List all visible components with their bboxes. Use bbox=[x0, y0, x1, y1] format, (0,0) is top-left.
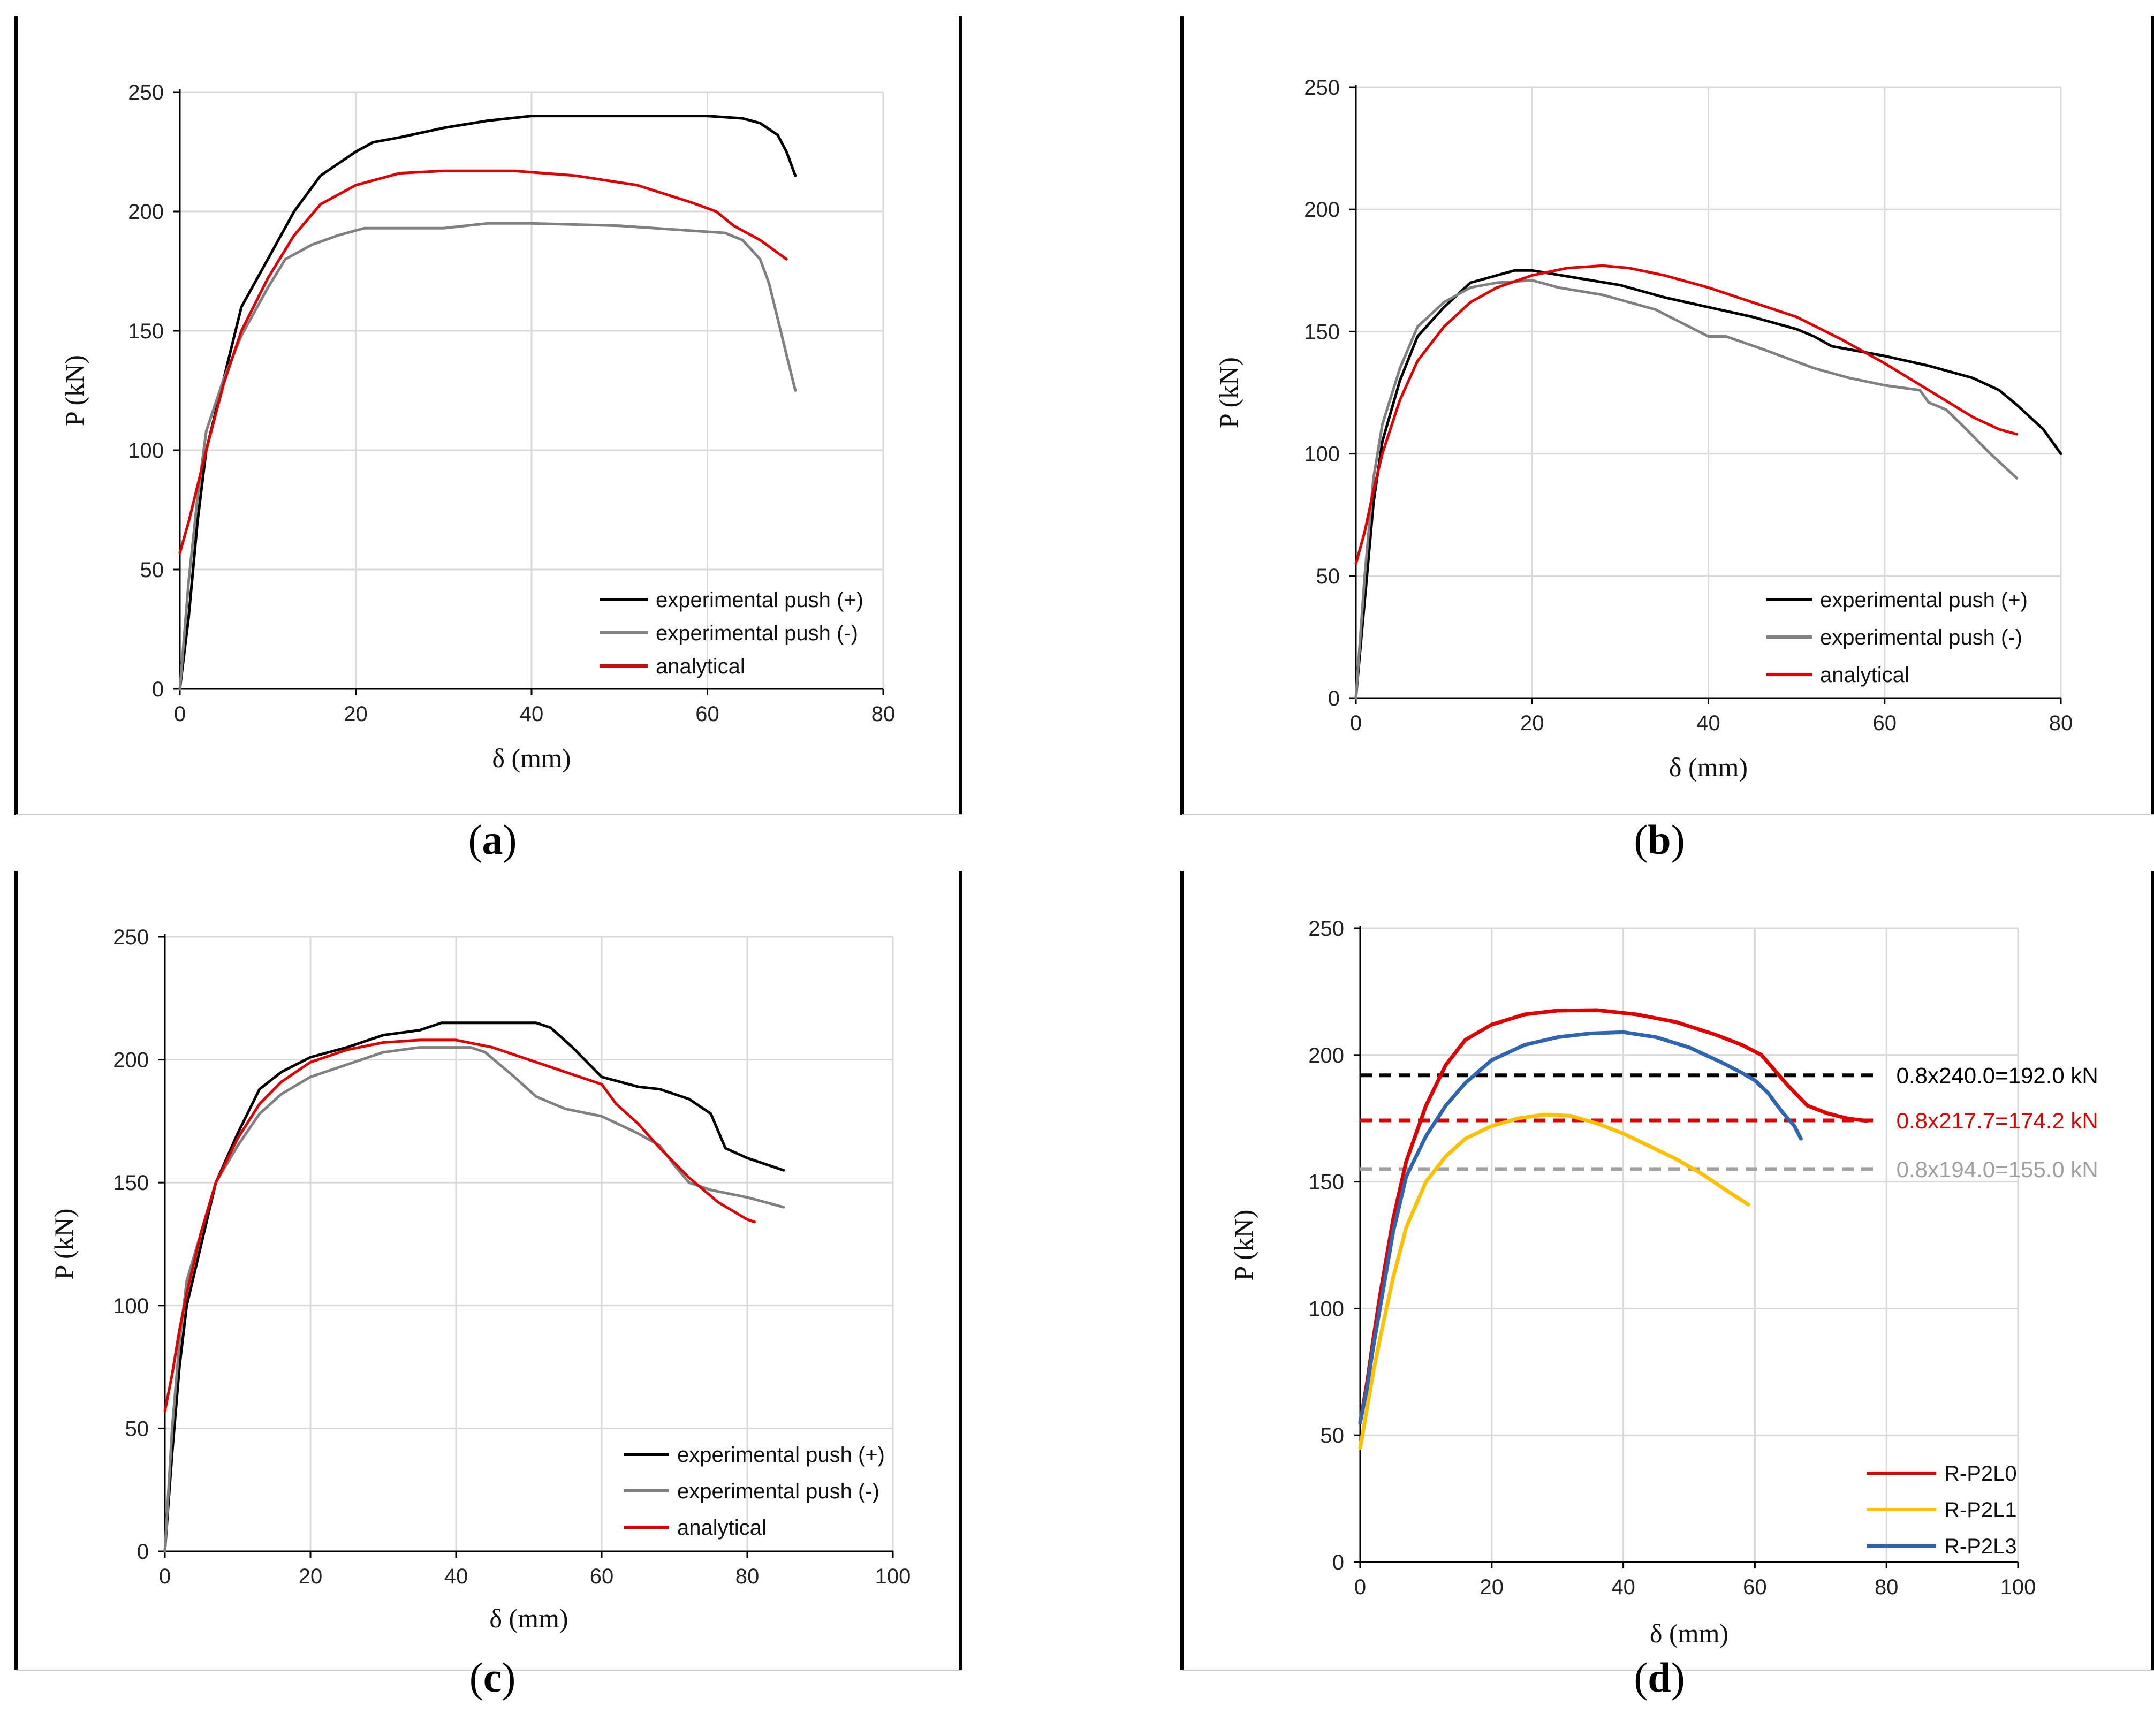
x-tick-label: 80 bbox=[735, 1565, 760, 1588]
legend-entry: experimental push (+) bbox=[656, 588, 863, 612]
series-line bbox=[163, 1038, 756, 1413]
x-tick-label: 60 bbox=[590, 1565, 614, 1588]
legend-entry: R-P2L3 bbox=[1944, 1535, 2017, 1558]
x-tick-label: 40 bbox=[1611, 1575, 1635, 1599]
series-line bbox=[178, 222, 797, 691]
x-tick-label: 60 bbox=[1873, 711, 1897, 735]
y-tick-label: 200 bbox=[1308, 1044, 1344, 1067]
legend-entry: experimental push (-) bbox=[677, 1480, 879, 1503]
y-tick-label: 150 bbox=[1304, 320, 1340, 344]
y-tick-label: 50 bbox=[125, 1417, 149, 1441]
y-tick-label: 0 bbox=[1328, 687, 1340, 710]
series-line bbox=[1358, 1030, 1803, 1424]
y-tick-label: 0 bbox=[137, 1540, 149, 1564]
legend-entry: experimental push (+) bbox=[677, 1443, 885, 1467]
panel-label: (d) bbox=[1634, 1654, 1685, 1701]
legend-entry: R-P2L0 bbox=[1944, 1462, 2017, 1485]
reference-line-label: 0.8x240.0=192.0 kN bbox=[1897, 1063, 2098, 1088]
x-tick-label: 40 bbox=[520, 702, 544, 726]
x-tick-label: 100 bbox=[875, 1565, 911, 1588]
y-tick-label: 100 bbox=[113, 1294, 149, 1318]
legend-entry: experimental push (+) bbox=[1820, 588, 2028, 612]
y-tick-label: 200 bbox=[113, 1049, 149, 1072]
legend-entry: analytical bbox=[1820, 663, 1909, 687]
y-tick-label: 250 bbox=[1308, 917, 1344, 941]
x-tick-label: 60 bbox=[695, 702, 719, 726]
chart-d: 0 20 40 60 80 100 0 50 100 150 200 250 δ (mm) P (kN) 0… bbox=[1180, 871, 2154, 1701]
legend-entry: R-P2L1 bbox=[1944, 1498, 2017, 1522]
x-tick-label: 100 bbox=[2000, 1575, 2036, 1599]
reference-line-label: 0.8x194.0=155.0 kN bbox=[1897, 1157, 2098, 1182]
x-tick-label: 80 bbox=[1875, 1575, 1899, 1599]
y-tick-label: 50 bbox=[1316, 565, 1340, 588]
series-line bbox=[1354, 269, 2062, 700]
x-tick-label: 20 bbox=[1480, 1575, 1504, 1599]
series-line bbox=[1358, 1008, 1869, 1424]
y-tick-label: 150 bbox=[1308, 1171, 1344, 1194]
y-tick-label: 50 bbox=[1321, 1424, 1345, 1447]
reference-line-label: 0.8x217.7=174.2 kN bbox=[1897, 1108, 2098, 1133]
x-axis-label: δ (mm) bbox=[489, 1603, 568, 1633]
x-tick-label: 20 bbox=[344, 702, 368, 726]
series-line bbox=[163, 1021, 785, 1553]
x-axis-label: δ (mm) bbox=[1669, 752, 1748, 782]
y-tick-label: 150 bbox=[128, 320, 164, 343]
x-tick-label: 40 bbox=[1696, 711, 1720, 735]
y-tick-label: 250 bbox=[128, 81, 164, 104]
y-tick-label: 100 bbox=[128, 439, 164, 463]
series-line bbox=[1354, 264, 2019, 565]
x-tick-label: 0 bbox=[1350, 711, 1362, 735]
series-line bbox=[1354, 279, 2019, 700]
x-tick-label: 0 bbox=[1354, 1575, 1366, 1599]
x-tick-label: 0 bbox=[159, 1565, 171, 1588]
legend-entry: experimental push (-) bbox=[1820, 626, 2022, 649]
y-tick-label: 100 bbox=[1304, 443, 1340, 466]
x-tick-label: 80 bbox=[2049, 711, 2073, 735]
series-line bbox=[163, 1046, 785, 1553]
panel-label: (c) bbox=[469, 1654, 516, 1701]
y-axis-label: P (kN) bbox=[59, 355, 89, 426]
panel-label: (a) bbox=[468, 816, 517, 863]
y-tick-label: 0 bbox=[1332, 1551, 1344, 1574]
x-tick-label: 80 bbox=[871, 702, 896, 726]
y-tick-label: 50 bbox=[140, 558, 164, 582]
chart-a: 0 20 40 60 80 0 50 100 150 200 250 δ (mm) P (kN) expe… bbox=[14, 16, 962, 863]
y-axis-label: P (kN) bbox=[49, 1209, 79, 1280]
y-tick-label: 250 bbox=[113, 926, 149, 949]
panel-label: (b) bbox=[1634, 816, 1685, 863]
series-line bbox=[1358, 1112, 1750, 1450]
y-tick-label: 200 bbox=[128, 200, 164, 224]
legend-entry: analytical bbox=[677, 1516, 767, 1540]
x-tick-label: 40 bbox=[444, 1565, 468, 1588]
y-tick-label: 200 bbox=[1304, 198, 1340, 222]
y-tick-label: 100 bbox=[1308, 1297, 1344, 1321]
y-tick-label: 150 bbox=[113, 1171, 149, 1195]
x-tick-label: 0 bbox=[174, 702, 186, 726]
legend-entry: analytical bbox=[656, 655, 745, 678]
y-axis-label: P (kN) bbox=[1228, 1210, 1258, 1281]
x-tick-label: 20 bbox=[1520, 711, 1544, 735]
chart-c: 0 20 40 60 80 100 0 50 100 150 200 250 δ (mm) P (kN) e… bbox=[14, 871, 962, 1701]
chart-b: 0 20 40 60 80 0 50 100 150 200 250 δ (mm) P (kN) expe… bbox=[1180, 16, 2154, 863]
x-axis-label: δ (mm) bbox=[1650, 1618, 1728, 1648]
y-tick-label: 0 bbox=[152, 678, 164, 701]
series-line bbox=[178, 169, 788, 555]
y-axis-label: P (kN) bbox=[1213, 357, 1243, 428]
x-tick-label: 60 bbox=[1743, 1575, 1767, 1599]
x-tick-label: 20 bbox=[299, 1565, 323, 1588]
x-axis-label: δ (mm) bbox=[492, 743, 571, 773]
legend-entry: experimental push (-) bbox=[656, 621, 858, 645]
y-tick-label: 250 bbox=[1304, 76, 1340, 100]
